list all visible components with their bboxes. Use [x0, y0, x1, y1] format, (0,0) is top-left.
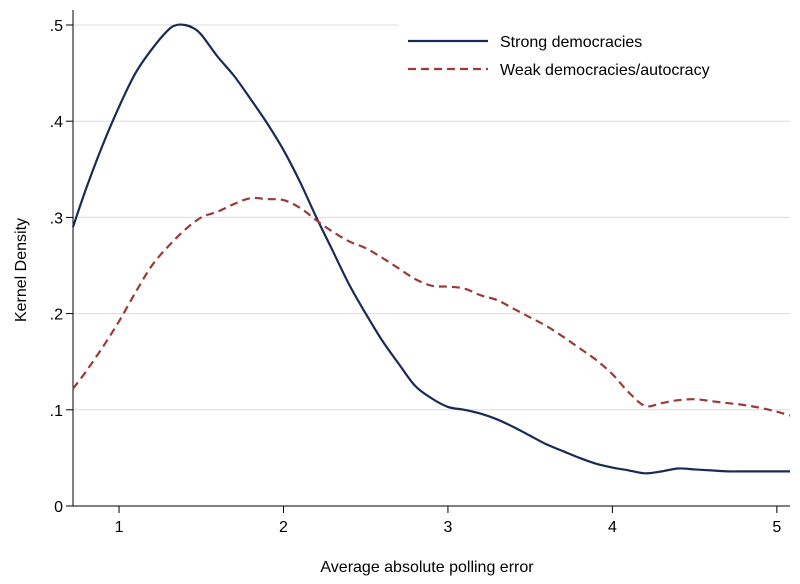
- y-tick-label-4: .4: [50, 114, 63, 131]
- legend-label-0: Strong democracies: [500, 34, 642, 51]
- y-tick-label-0: 0: [54, 499, 63, 516]
- y-axis-label: Kernel Density: [13, 218, 30, 322]
- x-tick-label-0: 1: [115, 519, 124, 536]
- axes: [72, 10, 790, 507]
- x-tick-label-4: 5: [772, 519, 781, 536]
- x-tick-label-3: 4: [608, 519, 617, 536]
- y-tick-label-5: .5: [50, 18, 63, 35]
- x-tick-label-1: 2: [279, 519, 288, 536]
- y-tick-label-2: .2: [50, 307, 63, 324]
- series-line-1: [72, 196, 791, 417]
- x-axis-ticks: 1 2 3 4 5: [115, 506, 781, 536]
- y-tick-label-1: .1: [50, 403, 63, 420]
- legend: Strong democracies Weak democracies/autoc…: [398, 24, 790, 84]
- series-line-0: [71, 23, 790, 475]
- series-lines: [71, 23, 791, 475]
- x-axis-label: Average absolute polling error: [320, 559, 534, 576]
- y-tick-label-3: .3: [50, 210, 63, 227]
- legend-label-1: Weak democracies/autocracy: [500, 62, 710, 79]
- legend-box: [398, 24, 790, 84]
- x-tick-label-2: 3: [443, 519, 452, 536]
- y-axis-ticks: 0 .1 .2 .3 .4 .5: [50, 18, 73, 516]
